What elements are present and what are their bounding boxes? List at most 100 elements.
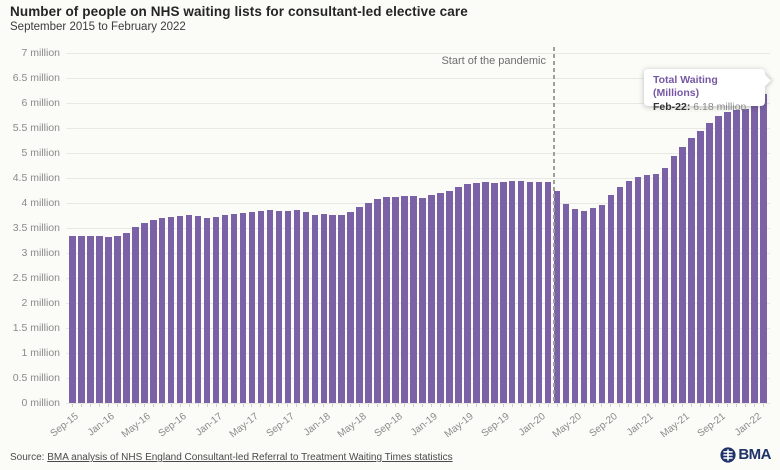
x-axis-tick [413, 404, 414, 407]
x-axis-tick [143, 404, 145, 407]
bar[interactable] [401, 195, 408, 403]
bar[interactable] [383, 197, 390, 403]
bar[interactable] [437, 193, 444, 403]
x-axis-tick [134, 404, 136, 407]
bar[interactable] [293, 210, 301, 403]
bar[interactable] [266, 210, 274, 403]
x-axis-tick [332, 404, 334, 407]
bar[interactable] [96, 236, 103, 403]
bar[interactable] [374, 199, 381, 403]
bar[interactable] [446, 191, 453, 403]
bar[interactable] [212, 216, 220, 403]
bar[interactable] [688, 138, 695, 403]
bar[interactable] [464, 184, 471, 403]
x-axis-tick [727, 404, 729, 407]
bar[interactable] [697, 130, 704, 403]
source-link[interactable]: BMA analysis of NHS England Consultant-l… [47, 452, 453, 463]
x-axis-tick [457, 404, 459, 407]
bar[interactable] [365, 203, 372, 403]
bar[interactable] [652, 173, 660, 403]
bar[interactable] [114, 236, 121, 403]
bar[interactable] [338, 215, 345, 403]
x-axis-tick [763, 404, 764, 407]
bar[interactable] [230, 214, 238, 403]
y-axis-label: 6 million [21, 96, 60, 109]
bar[interactable] [203, 218, 211, 403]
x-axis-tick [305, 404, 307, 407]
bar[interactable] [455, 187, 462, 403]
bar[interactable] [275, 210, 283, 403]
bar[interactable] [69, 235, 76, 403]
bar[interactable] [392, 196, 399, 403]
bar[interactable] [320, 214, 328, 403]
bar[interactable] [176, 216, 184, 403]
bar[interactable] [78, 235, 85, 403]
x-axis-tick [682, 404, 684, 407]
bar[interactable] [239, 212, 247, 403]
bar[interactable] [87, 235, 94, 403]
bar[interactable] [670, 155, 678, 403]
bar[interactable] [508, 181, 516, 403]
bar[interactable] [356, 207, 363, 403]
bar[interactable] [724, 111, 731, 403]
bar[interactable] [302, 211, 310, 403]
bar[interactable] [473, 183, 480, 403]
bar[interactable] [221, 215, 229, 403]
bar[interactable] [607, 194, 615, 403]
y-axis-label: 2.5 million [12, 271, 60, 284]
bar[interactable] [760, 94, 767, 403]
bar[interactable] [158, 218, 166, 403]
bar[interactable] [643, 175, 651, 403]
bar[interactable] [194, 216, 202, 403]
bar[interactable] [132, 227, 139, 403]
bar[interactable] [625, 181, 633, 403]
bar[interactable] [598, 204, 606, 403]
bar[interactable] [347, 211, 354, 403]
bar[interactable] [123, 233, 130, 403]
bar[interactable] [661, 168, 669, 403]
bar[interactable] [589, 208, 597, 403]
bar[interactable] [257, 210, 265, 403]
bar[interactable] [284, 211, 292, 403]
bar[interactable] [706, 122, 713, 403]
bar[interactable] [733, 110, 740, 403]
x-axis-tick [691, 404, 693, 407]
bar[interactable] [500, 182, 507, 403]
x-axis-label: Sep-16 [156, 411, 189, 440]
bar[interactable] [428, 195, 435, 403]
bar[interactable] [105, 236, 112, 403]
x-axis-label: Jan-20 [517, 411, 548, 439]
bar[interactable] [562, 204, 570, 403]
bar[interactable] [634, 177, 642, 403]
bar[interactable] [167, 217, 175, 403]
x-axis-tick [71, 404, 73, 407]
x-axis-tick [350, 404, 352, 407]
bar[interactable] [679, 147, 686, 403]
bar[interactable] [419, 198, 426, 403]
x-axis-label: Jan-21 [624, 411, 656, 439]
bar[interactable] [491, 183, 498, 403]
bar[interactable] [311, 215, 319, 403]
bar[interactable] [517, 180, 525, 403]
x-axis-tick [377, 404, 379, 407]
bar[interactable] [410, 196, 417, 403]
bar[interactable] [751, 99, 758, 403]
bar[interactable] [482, 182, 489, 403]
bar[interactable] [248, 211, 256, 403]
bar[interactable] [580, 210, 588, 403]
bar[interactable] [544, 181, 552, 403]
x-axis-tick [224, 404, 226, 407]
bar[interactable] [535, 181, 543, 403]
bar[interactable] [150, 220, 157, 403]
bar[interactable] [141, 222, 148, 403]
bar[interactable] [571, 209, 579, 403]
bar[interactable] [715, 116, 722, 403]
bar[interactable] [185, 215, 193, 403]
bar[interactable] [329, 214, 336, 403]
bar[interactable] [526, 182, 534, 403]
bma-logo-text: BMA [738, 446, 771, 463]
bar[interactable] [616, 186, 624, 403]
y-axis-label: 0 million [21, 396, 60, 409]
bar[interactable] [553, 191, 561, 403]
bar[interactable] [742, 109, 749, 403]
